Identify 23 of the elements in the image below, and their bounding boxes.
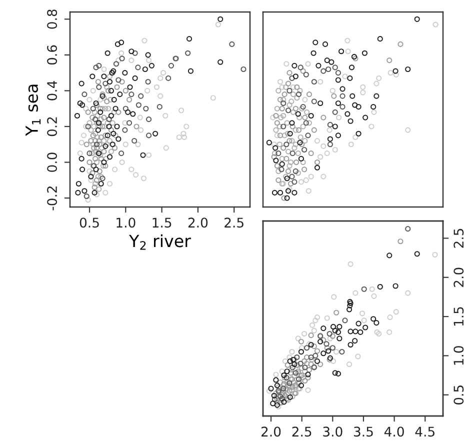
- x-tick-label: 3.0: [323, 426, 342, 437]
- y-axis-title: Y$_{1}$ sea: [26, 84, 41, 136]
- x-tick-label: 1.5: [152, 218, 172, 228]
- y-tick-label: 0.6: [47, 45, 58, 65]
- x-tick-label: 0.5: [80, 218, 99, 228]
- x-tick-label: 2.0: [261, 426, 281, 437]
- y2-tick-label: 1.5: [454, 307, 464, 326]
- y-tick-label: 0.4: [47, 80, 58, 100]
- y2-tick-label: 2.0: [454, 268, 464, 287]
- y2-tick-label: 0.5: [454, 386, 464, 404]
- x-tick-label: 2.0: [188, 218, 208, 228]
- x-tick-label: 4.0: [384, 426, 404, 437]
- x-tick-label: 2.5: [292, 426, 312, 437]
- y2-tick-label: 1.0: [454, 346, 464, 365]
- x-axis-title: Y$_{2}$ river: [128, 234, 191, 250]
- x-tick-label: 2.5: [224, 218, 244, 228]
- x-tick-label: 1.0: [116, 218, 136, 228]
- y-tick-label: 0.0: [47, 152, 58, 172]
- y-tick-label: 0.2: [47, 117, 58, 136]
- y-tick-label: -0.2: [47, 186, 58, 210]
- x-tick-label: 3.5: [354, 426, 373, 437]
- x-tick-label: 4.5: [415, 426, 434, 437]
- y-tick-label: 0.8: [47, 10, 58, 29]
